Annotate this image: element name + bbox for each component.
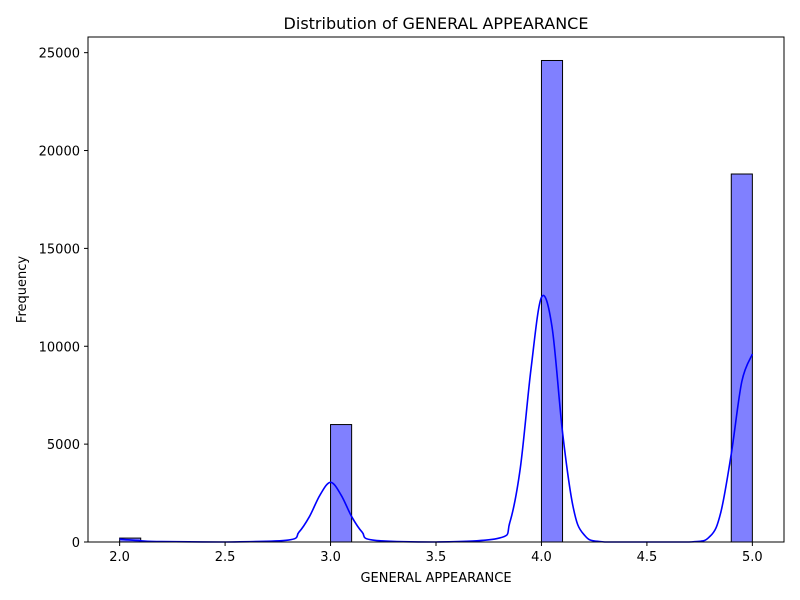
- x-axis-label: GENERAL APPEARANCE: [360, 571, 511, 586]
- y-tick-label: 10000: [39, 340, 80, 355]
- y-tick-label: 25000: [39, 47, 80, 62]
- kde-curve: [119, 294, 754, 543]
- x-tick-label: 5.0: [742, 550, 763, 565]
- x-tick-label: 4.5: [637, 550, 658, 565]
- x-tick-label: 3.0: [320, 550, 341, 565]
- histogram-bars: [119, 59, 753, 543]
- y-tick-label: 15000: [39, 242, 80, 257]
- chart-title: Distribution of GENERAL APPEARANCE: [284, 14, 589, 33]
- histogram-bar: [540, 59, 564, 543]
- plot-frame: [87, 36, 785, 543]
- y-tick-label: 0: [72, 536, 80, 551]
- y-axis-ticks: 0 5000 10000 15000 20000 25000: [39, 47, 88, 551]
- x-tick-label: 3.5: [426, 550, 447, 565]
- x-axis-ticks: 2.0 2.5 3.0 3.5 4.0 4.5 5.0: [109, 542, 763, 565]
- x-tick-label: 4.0: [531, 550, 552, 565]
- y-tick-label: 5000: [47, 438, 80, 453]
- x-tick-label: 2.0: [109, 550, 130, 565]
- y-tick-label: 20000: [39, 145, 80, 160]
- histogram-bar: [730, 173, 753, 543]
- y-axis-label: Frequency: [15, 256, 30, 323]
- x-tick-label: 2.5: [215, 550, 236, 565]
